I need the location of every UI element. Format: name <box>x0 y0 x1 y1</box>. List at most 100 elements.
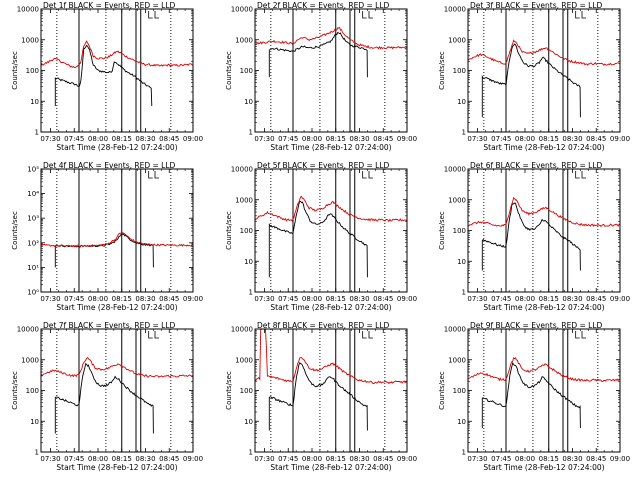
x-tick-label: 07:45 <box>278 295 298 303</box>
segment-marker <box>148 11 153 19</box>
lld-series-red <box>41 232 193 248</box>
plot-title: Det 2f BLACK = Events, RED = LLD <box>257 1 390 10</box>
y-tick-label: 10¹ <box>27 264 39 272</box>
x-tick-label: 07:45 <box>278 455 298 463</box>
y-tick-label: 10 <box>244 258 253 266</box>
detector-plot-6: Det 6f BLACK = Events, RED = LLD 1 10 100 10… <box>438 161 630 312</box>
detector-plot-9: Det 9f BLACK = Events, RED = LLD 1 10 100 10… <box>438 321 630 472</box>
x-tick-label: 08:00 <box>88 295 108 303</box>
segment-marker <box>575 171 580 179</box>
x-tick-label: 07:45 <box>491 135 511 143</box>
x-tick-label: 08:45 <box>373 455 393 463</box>
x-tick-label: 08:15 <box>326 455 346 463</box>
x-tick-label: 07:30 <box>254 135 274 143</box>
lld-series-red <box>255 26 407 50</box>
y-tick-label: 10⁵ <box>27 166 39 174</box>
plot-title: Det 1f BLACK = Events, RED = LLD <box>43 1 176 10</box>
y-tick-label: 1 <box>462 449 466 457</box>
detector-plot-3: Det 3f BLACK = Events, RED = LLD 1 10 100 10… <box>438 1 630 152</box>
y-tick-label: 10 <box>457 98 466 106</box>
y-tick-label: 10 <box>457 418 466 426</box>
x-tick-label: 09:00 <box>397 455 417 463</box>
x-tick-label: 09:00 <box>397 295 417 303</box>
plot-frame <box>254 168 408 293</box>
x-tick-label: 09:00 <box>183 455 203 463</box>
lld-series-red <box>468 39 620 66</box>
plot-frame <box>40 8 194 133</box>
x-tick-label: 08:30 <box>349 135 369 143</box>
y-axis-label: Counts/sec <box>225 51 233 90</box>
events-series-black <box>481 43 581 118</box>
events-series-black <box>268 361 368 431</box>
x-tick-label: 08:30 <box>349 455 369 463</box>
y-tick-label: 10³ <box>27 215 39 223</box>
lld-series-red <box>41 40 193 69</box>
x-tick-label: 07:45 <box>491 455 511 463</box>
x-tick-label: 09:00 <box>610 135 630 143</box>
x-tick-label: 08:30 <box>135 455 155 463</box>
y-axis-label: Counts/sec <box>438 211 446 250</box>
y-tick-label: 100 <box>240 67 253 75</box>
x-tick-label: 08:15 <box>539 295 559 303</box>
plot-frame <box>254 8 408 133</box>
x-axis-label: Start Time (28-Feb-12 07:24:00) <box>483 303 604 312</box>
y-tick-label: 10 <box>30 418 39 426</box>
x-tick-label: 08:00 <box>88 135 108 143</box>
segment-marker <box>148 331 153 339</box>
y-tick-label: 100 <box>453 67 466 75</box>
y-tick-label: 100 <box>453 227 466 235</box>
detector-plot-4: Det 4f BLACK = Events, RED = LLD 10⁰ 10¹ 10… <box>11 161 203 312</box>
x-tick-label: 07:45 <box>64 135 84 143</box>
x-tick-label: 07:30 <box>40 135 60 143</box>
events-series-black <box>481 361 581 429</box>
x-tick-label: 08:30 <box>135 135 155 143</box>
y-tick-label: 10000 <box>17 6 39 14</box>
y-tick-label: 1000 <box>448 196 466 204</box>
x-axis-label: Start Time (28-Feb-12 07:24:00) <box>56 463 177 472</box>
x-tick-label: 07:45 <box>278 135 298 143</box>
x-tick-label: 08:15 <box>112 295 132 303</box>
x-tick-label: 08:45 <box>586 455 606 463</box>
x-axis-label: Start Time (28-Feb-12 07:24:00) <box>56 143 177 152</box>
y-tick-label: 100 <box>453 387 466 395</box>
x-axis-label: Start Time (28-Feb-12 07:24:00) <box>483 143 604 152</box>
detector-plot-1: Det 1f BLACK = Events, RED = LLD 1 10 100 10… <box>11 1 203 152</box>
y-tick-label: 10⁰ <box>27 289 39 297</box>
x-tick-label: 08:15 <box>326 135 346 143</box>
y-tick-label: 10⁴ <box>27 190 39 198</box>
x-tick-label: 09:00 <box>183 135 203 143</box>
y-axis-label: Counts/sec <box>11 211 19 250</box>
plot-frame <box>467 168 621 293</box>
detector-plot-5: Det 5f BLACK = Events, RED = LLD 1 10 100 10… <box>225 161 417 312</box>
detector-plot-2: Det 2f BLACK = Events, RED = LLD 1 10 100 10… <box>225 1 417 152</box>
plot-title: Det 4f BLACK = Events, RED = LLD <box>43 161 176 170</box>
x-tick-label: 08:45 <box>159 295 179 303</box>
x-tick-label: 08:45 <box>586 135 606 143</box>
x-tick-label: 08:45 <box>586 295 606 303</box>
y-tick-label: 10² <box>27 239 39 247</box>
y-tick-label: 1000 <box>235 356 253 364</box>
lld-series-red <box>255 195 407 223</box>
x-axis-label: Start Time (28-Feb-12 07:24:00) <box>270 303 391 312</box>
events-series-black <box>268 200 368 278</box>
y-axis-label: Counts/sec <box>438 51 446 90</box>
x-tick-label: 08:00 <box>302 295 322 303</box>
y-tick-label: 1000 <box>448 36 466 44</box>
y-tick-label: 1 <box>249 449 253 457</box>
y-axis-label: Counts/sec <box>11 371 19 410</box>
y-tick-label: 100 <box>26 387 39 395</box>
segment-marker <box>368 171 373 179</box>
plot-title: Det 8f BLACK = Events, RED = LLD <box>257 321 390 330</box>
segment-marker <box>575 331 580 339</box>
y-tick-label: 1 <box>35 449 39 457</box>
x-tick-label: 08:15 <box>326 295 346 303</box>
x-axis-label: Start Time (28-Feb-12 07:24:00) <box>270 143 391 152</box>
y-tick-label: 10 <box>244 98 253 106</box>
y-tick-label: 100 <box>26 67 39 75</box>
lld-series-red <box>255 329 407 385</box>
y-tick-label: 1000 <box>235 196 253 204</box>
segment-marker <box>362 331 367 339</box>
x-tick-label: 08:30 <box>349 295 369 303</box>
x-tick-label: 09:00 <box>397 135 417 143</box>
y-tick-label: 1 <box>462 289 466 297</box>
